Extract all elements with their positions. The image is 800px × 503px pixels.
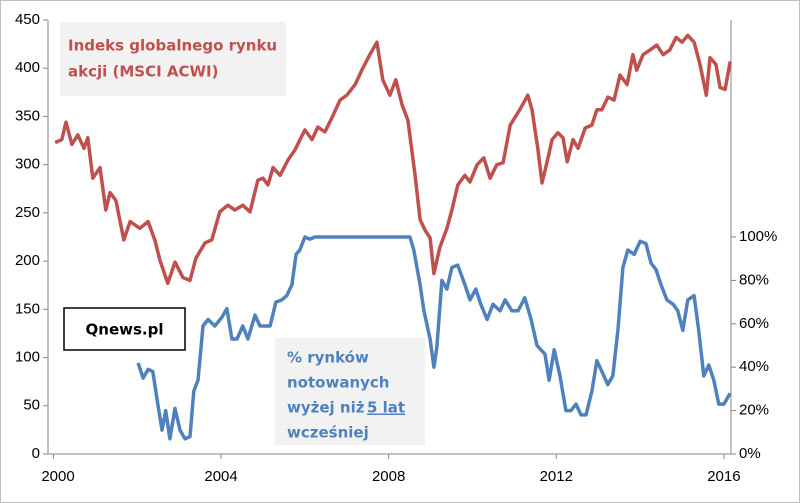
share-label-box: [275, 338, 425, 445]
y-tick-label: 50: [23, 397, 40, 414]
x-tick-label: 2012: [540, 468, 573, 485]
share-label: wyżej niż: [287, 399, 365, 417]
y2-tick-label: 0%: [739, 445, 761, 462]
y2-tick-label: 100%: [739, 228, 777, 245]
y-tick-label: 450: [15, 11, 40, 28]
y2-tick-label: 80%: [739, 271, 769, 288]
y-tick-label: 400: [15, 59, 40, 76]
series-line: [54, 33, 732, 286]
y-tick-label: 150: [15, 300, 40, 317]
x-tick-label: 2004: [204, 468, 237, 485]
y2-tick-label: 20%: [739, 402, 769, 419]
x-tick-label: 2016: [707, 468, 740, 485]
y-tick-label: 350: [15, 107, 40, 124]
index-label-box: [60, 22, 286, 96]
share-label: % rynków: [287, 349, 369, 367]
y2-tick-label: 60%: [739, 315, 769, 332]
share-label-underlined: 5 lat: [367, 399, 405, 417]
index-label: akcji (MSCI ACWI): [68, 63, 219, 81]
share-label: wcześniej: [287, 424, 369, 442]
y-tick-label: 0: [32, 445, 40, 462]
y2-tick-label: 40%: [739, 358, 769, 375]
plot-area: 0 50 100 150 200 250 300 350 400 450 0% 20% 40% 60% 80…: [15, 11, 777, 485]
y-tick-label: 100: [15, 349, 40, 366]
x-tick-label: 2000: [41, 468, 74, 485]
y-tick-label: 250: [15, 204, 40, 221]
x-tick-label: 2008: [372, 468, 405, 485]
share-label: notowanych: [287, 374, 389, 392]
source-box: [63, 307, 186, 351]
index-label: Indeks globalnego rynku: [68, 37, 277, 55]
source-label: Qnews.pl: [86, 321, 164, 339]
y-tick-label: 200: [15, 252, 40, 269]
series-line: [136, 235, 732, 441]
y-tick-label: 300: [15, 156, 40, 173]
